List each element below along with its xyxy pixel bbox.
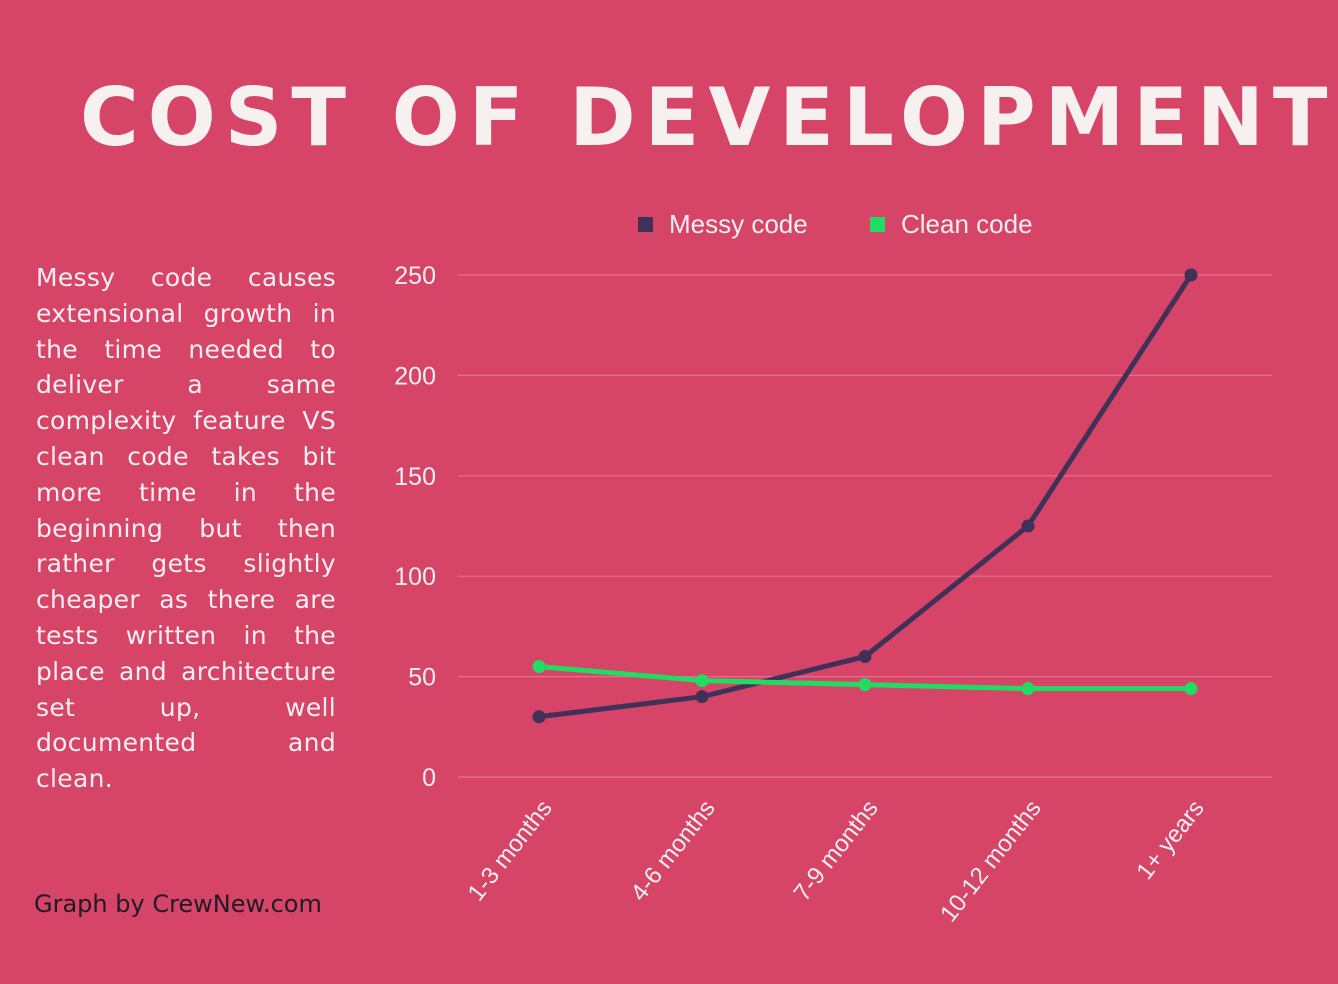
y-tick-label: 50 [408, 664, 436, 692]
x-tick-label: 4-6 months [626, 795, 721, 906]
y-tick-label: 0 [422, 764, 436, 792]
chart-gridlines [458, 274, 1272, 778]
x-tick-label: 7-9 months [789, 795, 884, 906]
y-tick-label: 100 [394, 563, 436, 591]
x-tick-label: 1-3 months [463, 795, 558, 906]
legend-label: Messy code [669, 209, 808, 239]
y-tick-label: 200 [394, 362, 436, 390]
data-point [1021, 682, 1035, 696]
y-tick-label: 250 [394, 262, 436, 290]
data-point [695, 690, 709, 704]
data-point [1184, 682, 1198, 696]
y-tick-label: 150 [394, 463, 436, 491]
legend-swatch [870, 217, 885, 232]
data-point [858, 678, 872, 692]
data-point [695, 674, 709, 688]
x-tick-label: 1+ years [1131, 795, 1209, 885]
credit-text: Graph by CrewNew.com [34, 890, 322, 918]
legend-label: Clean code [901, 209, 1033, 239]
data-point [1021, 519, 1035, 533]
chart-title: COST OF DEVELOPMENT [80, 71, 1337, 164]
y-axis: 0 50 100 150 200 250 [394, 262, 436, 792]
x-axis: 1-3 months 4-6 months 7-9 months 10-12 mont… [463, 795, 1210, 927]
data-point [858, 650, 872, 664]
description-text: Messy code causes extensional growth in … [36, 263, 336, 794]
data-point [532, 710, 546, 724]
x-tick-label: 10-12 months [935, 795, 1047, 927]
chart-series [532, 268, 1198, 724]
data-point [1184, 268, 1198, 282]
legend-swatch [638, 217, 653, 232]
chart-legend: Messy code Clean code [638, 209, 1033, 239]
data-point [532, 660, 546, 674]
